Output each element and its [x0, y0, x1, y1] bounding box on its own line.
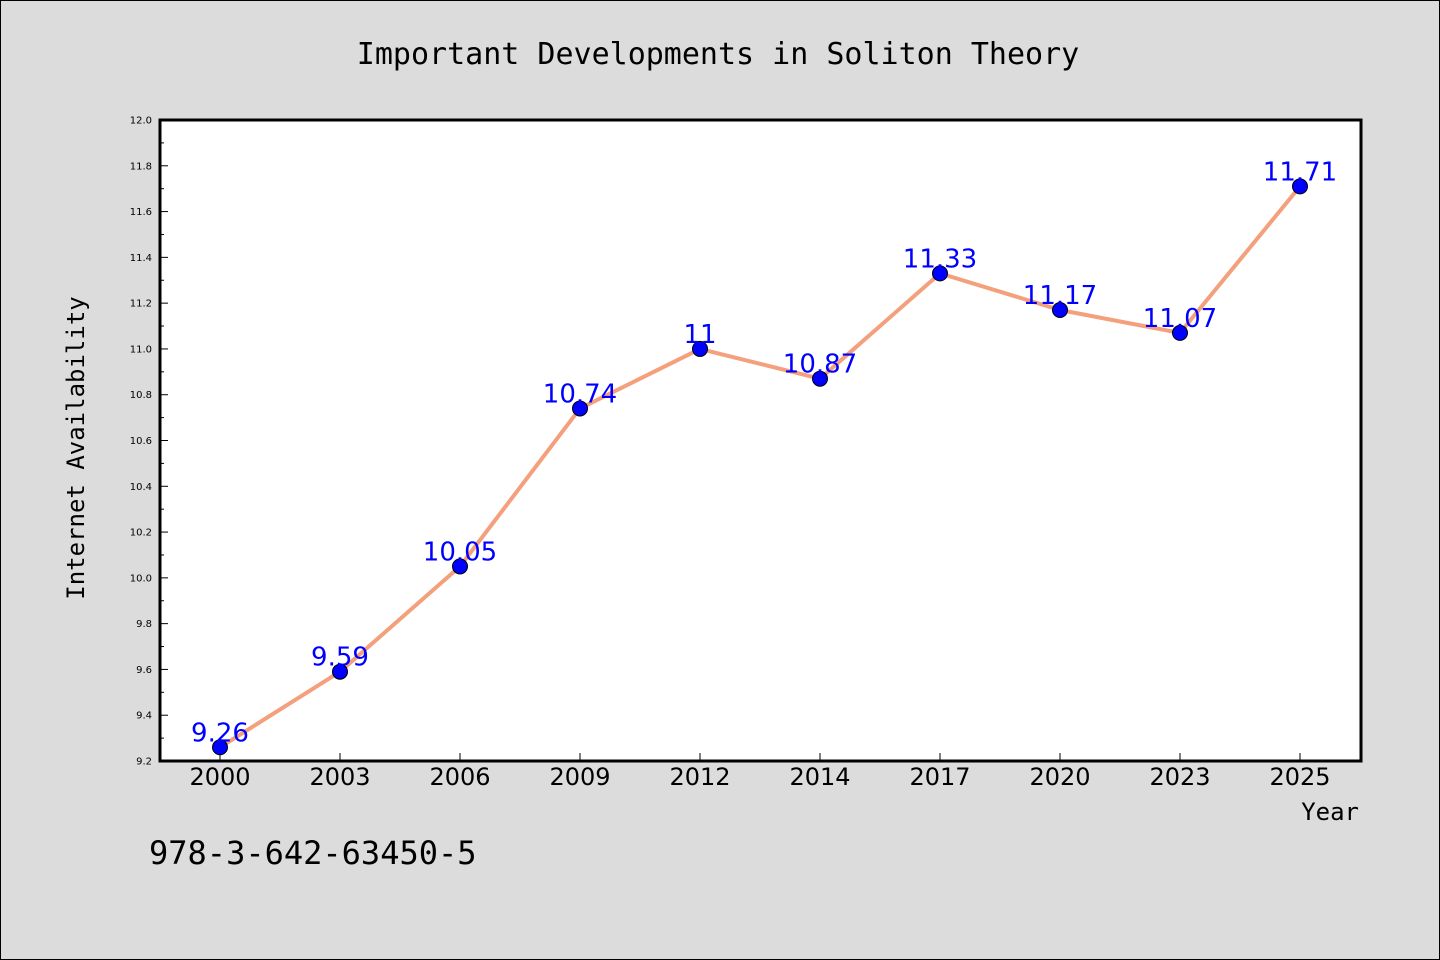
data-point [572, 400, 588, 417]
isbn-text: 978-3-642-63450-5 [149, 834, 477, 872]
data-label: 9.26 [191, 718, 249, 748]
y-tick-label: 10.4 [130, 482, 152, 493]
x-axis-title: Year [1301, 798, 1359, 826]
y-tick-label: 9.2 [136, 757, 152, 768]
data-point [1052, 302, 1068, 319]
data-point [692, 340, 708, 357]
y-tick-label: 10.2 [130, 528, 152, 539]
data-point [212, 739, 228, 756]
data-label: 10.74 [543, 379, 617, 409]
data-label: 11 [683, 320, 716, 350]
y-tick-label: 11.4 [130, 253, 152, 264]
data-label: 10.05 [423, 537, 497, 567]
series-line [218, 184, 1302, 750]
data-label: 11.33 [903, 244, 977, 274]
y-tick-label: 11.8 [130, 161, 152, 172]
x-tick-label: 2023 [1149, 763, 1210, 791]
data-label: 11.17 [1023, 281, 1097, 311]
x-tick-label: 2014 [789, 763, 850, 791]
y-tick-label: 12.0 [130, 116, 152, 127]
data-point [1172, 324, 1188, 341]
y-tick-label: 11.6 [130, 207, 152, 218]
x-tick-label: 2020 [1029, 763, 1090, 791]
data-point [932, 265, 948, 282]
y-tick-label: 11.2 [130, 299, 152, 310]
x-axis: 2000 2003 2006 2009 2012 2014 2017 2020 2023 2025 [189, 753, 1331, 791]
x-tick-label: 2006 [429, 763, 490, 791]
y-axis-title: Internet Availability [62, 296, 90, 599]
x-tick-label: 2012 [669, 763, 730, 791]
y-tick-label: 10.6 [130, 436, 152, 447]
data-label: 9.59 [311, 643, 369, 673]
data-point [1292, 178, 1308, 195]
x-tick-label: 2017 [909, 763, 970, 791]
y-tick-label: 11.0 [130, 344, 152, 355]
y-tick-label: 9.4 [136, 711, 152, 722]
x-tick-label: 2009 [549, 763, 610, 791]
data-label: 11.07 [1143, 304, 1217, 334]
x-tick-label: 2025 [1269, 763, 1330, 791]
y-tick-label: 10.0 [130, 573, 152, 584]
y-tick-label: 9.6 [136, 665, 152, 676]
chart-title: Important Developments in Soliton Theory [357, 37, 1079, 72]
data-markers [212, 178, 1308, 756]
x-tick-label: 2003 [309, 763, 370, 791]
y-axis: 9.2 9.4 9.6 9.8 10.0 10.2 10.4 10.6 10.8 11.0 11.2… [130, 116, 168, 768]
data-point [332, 663, 348, 680]
data-point [812, 370, 828, 387]
y-tick-label: 9.8 [136, 619, 152, 630]
series-line-group [218, 184, 1302, 750]
data-label: 11.71 [1263, 157, 1337, 187]
data-point [452, 558, 468, 575]
data-label: 10.87 [783, 350, 857, 380]
data-labels: 9.26 9.59 10.05 10.74 11 10.87 11.33 11.17 11.07… [191, 157, 1337, 748]
x-tick-label: 2000 [189, 763, 250, 791]
y-tick-label: 10.8 [130, 390, 152, 401]
